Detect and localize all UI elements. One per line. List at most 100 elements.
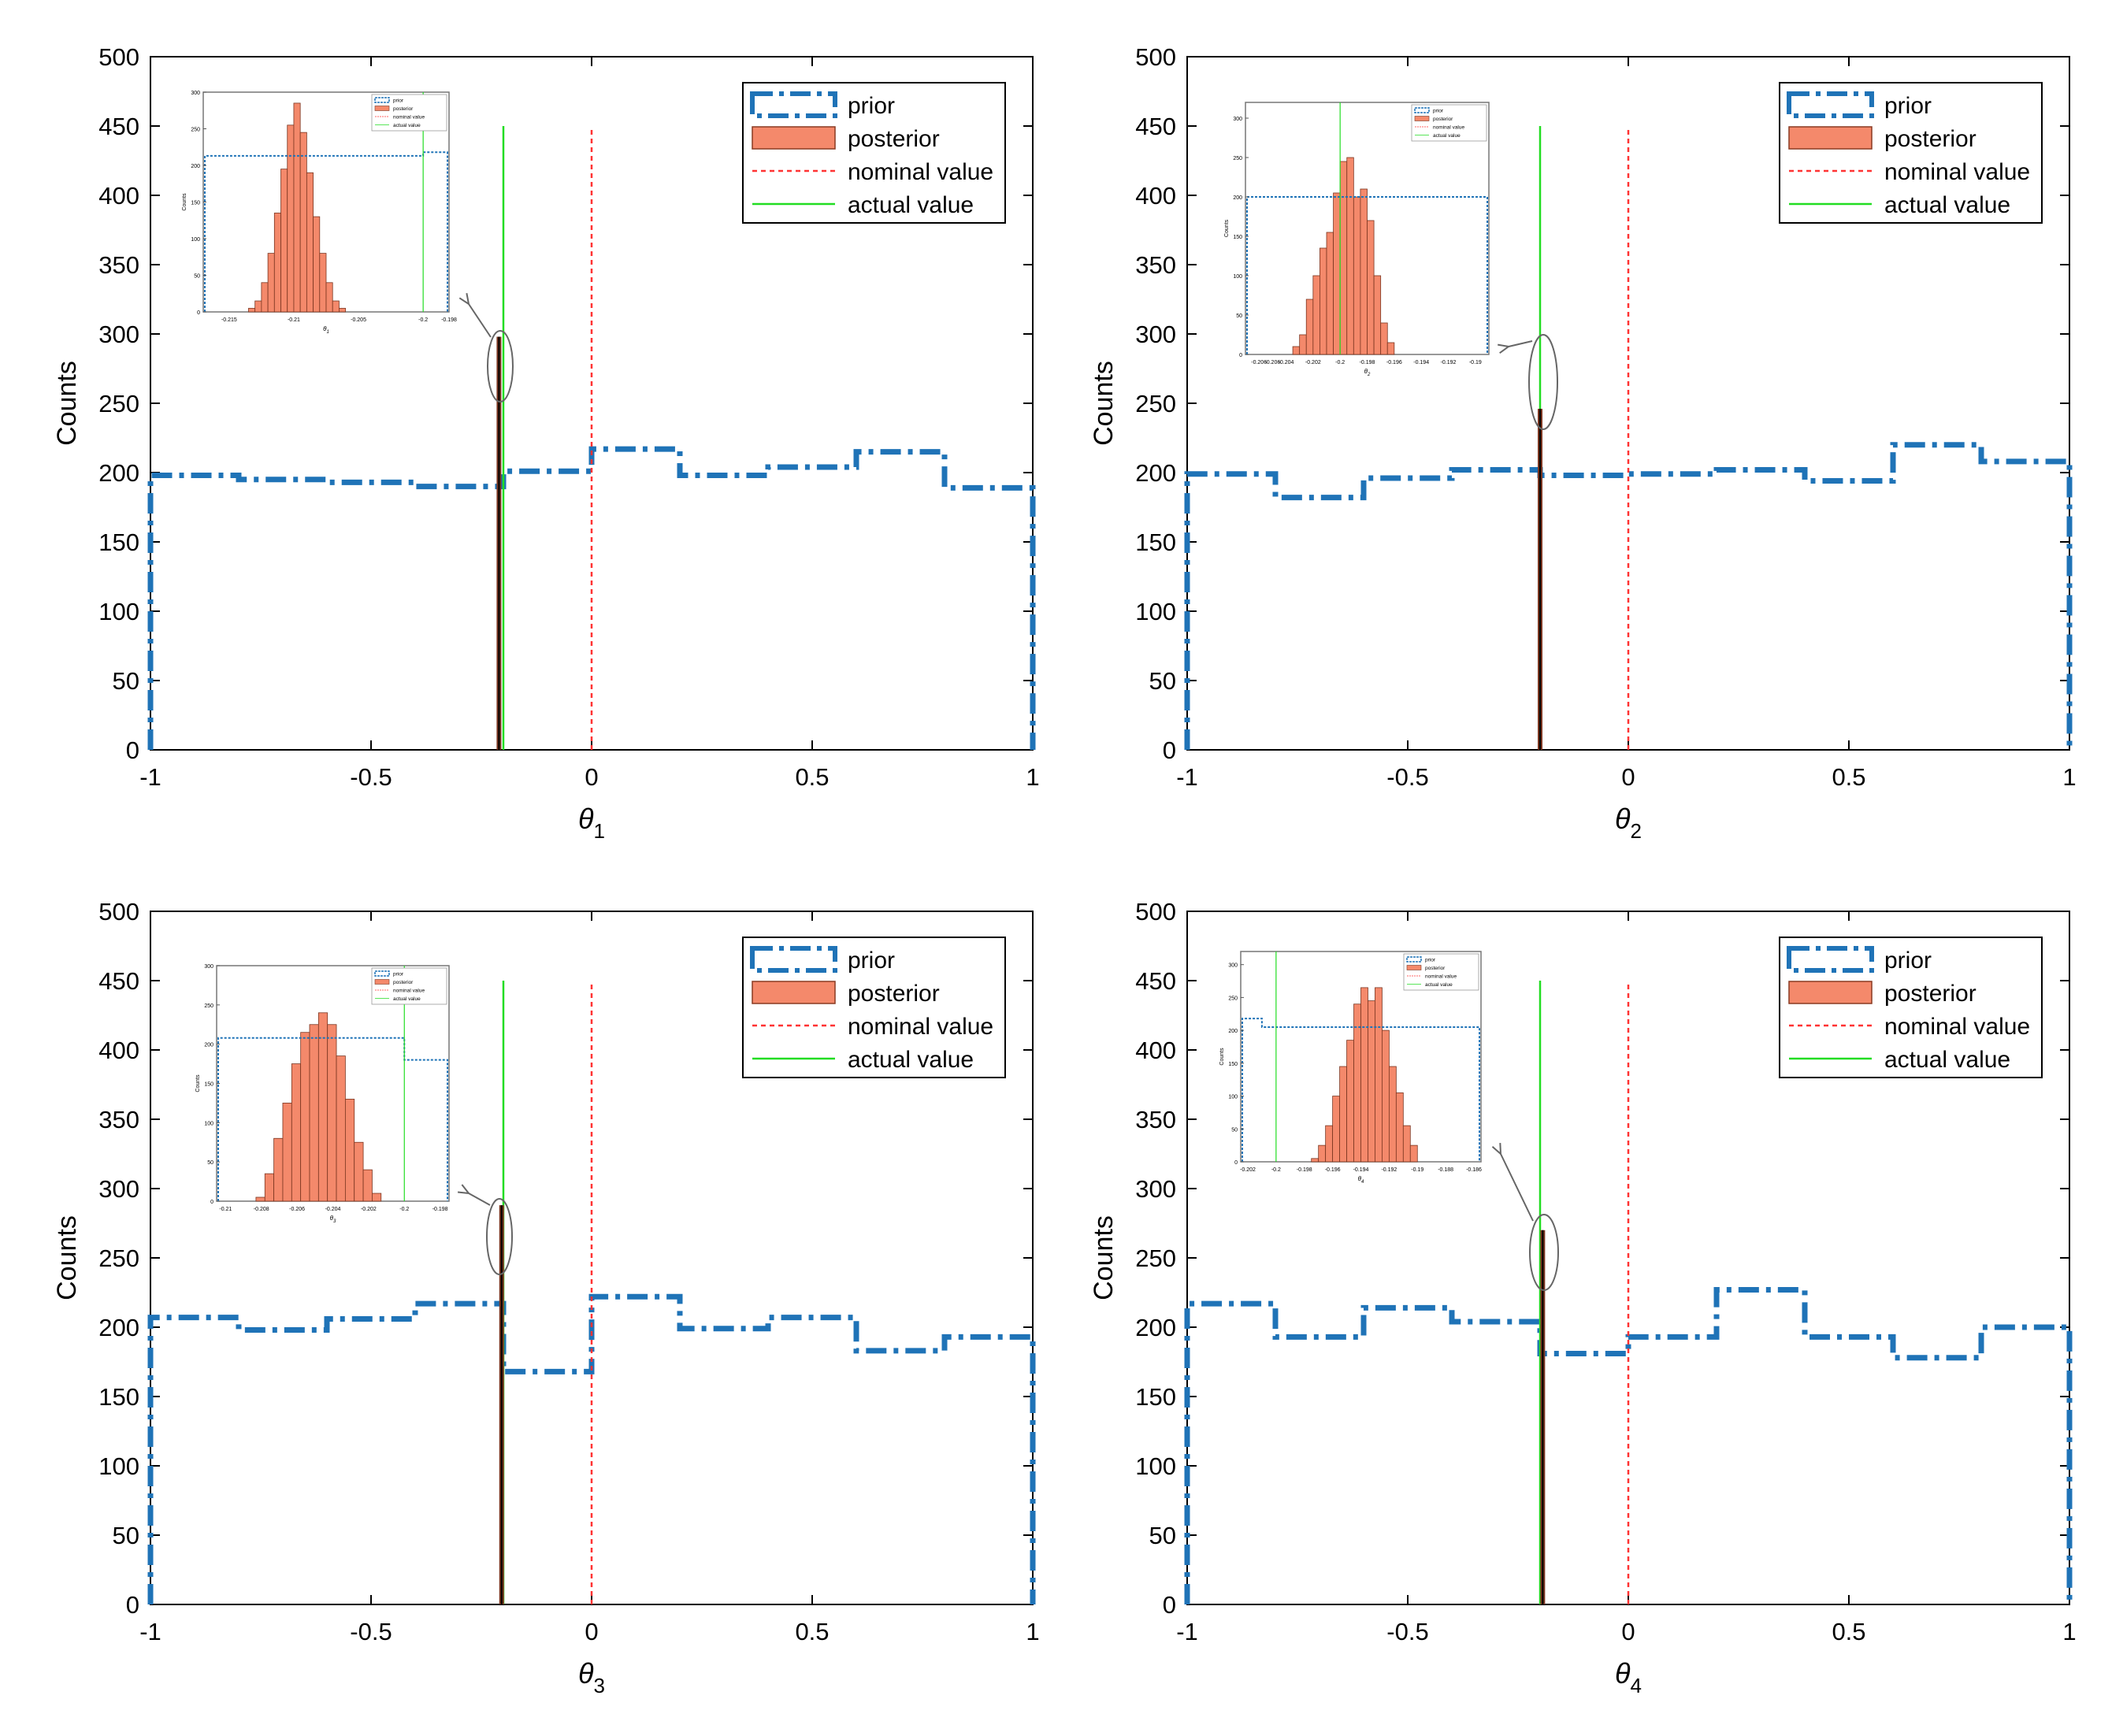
inset-y-tick-label: 100 [1233,274,1242,280]
inset-posterior-bar [1332,1096,1340,1163]
inset-y-tick-label: 150 [191,201,200,206]
inset-y-tick-label: 150 [204,1082,213,1088]
inset-posterior-bar [317,1012,328,1202]
legend-label-posterior: posterior [848,981,940,1007]
zoom-ellipse [487,330,514,402]
inset-x-axis-label-symbol: θ [1364,368,1368,375]
y-tick-label: 150 [98,529,139,556]
inset-posterior-bar [1339,1066,1347,1163]
legend-label-nominal: nominal value [1884,159,2030,185]
inset-legend-posterior-swatch [374,979,390,985]
inset-posterior-bar [1368,1000,1375,1163]
x-axis-label-subscript: 1 [594,819,605,843]
inset-y-tick-label: 0 [210,1200,213,1205]
inset-legend-label: prior [393,972,404,977]
y-tick-label: 350 [1135,251,1176,279]
y-tick-label: 250 [98,390,139,417]
inset-posterior-bar [1395,1092,1404,1163]
y-tick-label: 300 [98,321,139,348]
legend-label-nominal: nominal value [848,1014,993,1040]
y-tick-label: 200 [98,1314,139,1341]
inset-legend-label: posterior [1433,117,1453,122]
x-tick-label: -1 [139,1618,161,1645]
inset-posterior-bar [339,307,347,313]
inset-posterior-bar [1333,192,1341,355]
inset-posterior-bar [1409,1144,1418,1163]
inset-y-tick-label: 50 [207,1160,213,1166]
inset-posterior-bar [267,253,275,313]
inset-x-tick-label: -0.202 [361,1207,377,1212]
x-tick-label: -1 [1176,763,1198,791]
inset-y-tick-label: 300 [204,964,213,970]
x-tick-label: 1 [2062,1618,2076,1645]
zoom-ellipse [1529,1214,1559,1291]
y-tick-label: 450 [1135,113,1176,140]
inset-posterior-bar [282,1103,292,1202]
x-tick-label: 0.5 [1832,763,1865,791]
inset-y-tick-label: 200 [191,164,200,169]
x-axis-label: θ2 [1615,803,1642,843]
x-tick-label: 0 [1621,763,1635,791]
x-axis-label-subscript: 2 [1631,819,1642,843]
zoom-arrow [468,303,492,338]
inset-legend-label: prior [393,98,404,104]
inset-y-tick-label: 200 [1228,1029,1238,1034]
y-tick-label: 400 [1135,182,1176,210]
y-tick-label: 200 [98,459,139,487]
inset-legend-label: actual value [393,123,421,128]
y-tick-label: 350 [98,251,139,279]
inset-x-tick-label: -0.2 [1335,360,1345,365]
inset-y-tick-label: 250 [191,128,200,133]
inset-x-axis-label-subscript: 4 [1361,1180,1364,1185]
inset-posterior-bar [332,300,340,313]
y-tick-label: 400 [1135,1037,1176,1064]
legend-label-posterior: posterior [1884,126,1977,152]
legend-label-prior: prior [848,93,895,119]
inset-posterior-bar [1305,299,1314,355]
inset-posterior-bar [1325,1125,1334,1163]
y-tick-label: 0 [126,736,139,764]
inset-x-tick-label: -0.206 [289,1207,305,1212]
inset-posterior-bar [264,1173,275,1202]
inset-x-axis-label: θ2 [1364,368,1371,377]
inset-y-tick-label: 200 [204,1043,213,1048]
inset-x-tick-label: -0.192 [1381,1167,1397,1173]
y-tick-label: 100 [98,1452,139,1480]
y-tick-label: 250 [98,1245,139,1272]
inset-y-axis-label: Counts [1224,219,1230,237]
inset-x-tick-label: -0.204 [1279,360,1294,365]
x-axis-label-subscript: 4 [1631,1674,1642,1697]
inset-x-axis-label: θ1 [323,325,329,335]
y-tick-label: 200 [1135,1314,1176,1341]
inset-posterior-bar [306,172,314,313]
legend-label-actual: actual value [848,192,974,218]
inset-y-tick-label: 100 [1228,1095,1238,1100]
legend-posterior-swatch [1788,981,1873,1004]
inset-legend: prior posterior nominal value actual value [371,94,447,132]
inset-posterior-bar [1320,247,1327,355]
inset-x-tick-label: -0.202 [1305,360,1321,365]
zoom-ellipse [486,1198,513,1275]
inset-posterior-bar [1299,334,1307,355]
y-tick-label: 150 [98,1383,139,1411]
inset-posterior-bar [354,1141,364,1202]
x-tick-label: 1 [1026,763,1039,791]
inset-y-tick-label: 300 [1228,963,1238,969]
x-tick-label: 1 [1026,1618,1039,1645]
inset-chart: 0 50 100 150 200 250 300 -0.21 -0.208 -0.206 -0.20… [195,964,450,1224]
inset-chart: 0 50 100 150 200 250 300 -0.215 -0.21 -0.205 -0.2 -… [182,91,457,335]
inset-y-tick-label: 0 [197,310,200,316]
x-tick-label: 1 [2062,763,2076,791]
legend-label-nominal: nominal value [848,159,993,185]
y-tick-label: 450 [98,967,139,995]
y-tick-label: 300 [1135,1175,1176,1203]
y-tick-label: 0 [126,1591,139,1619]
legend: prior posterior nominal value actual value [1779,937,2043,1078]
inset-y-tick-label: 250 [1228,996,1238,1001]
y-tick-label: 250 [1135,1245,1176,1272]
inset-y-tick-label: 0 [1234,1160,1238,1166]
legend-prior-swatch [1787,91,1874,118]
inset-legend-label: nominal value [1425,974,1457,980]
